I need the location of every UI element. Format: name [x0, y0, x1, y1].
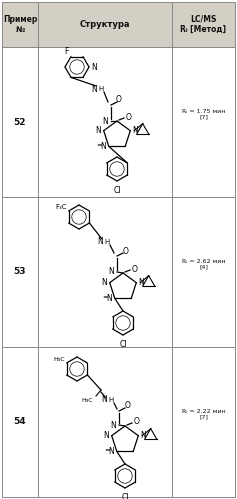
Text: =: = — [104, 447, 110, 453]
Bar — [38, 47, 172, 197]
Text: N: N — [138, 278, 144, 287]
Text: N: N — [100, 142, 106, 151]
Text: N: N — [108, 267, 114, 276]
Text: Cl: Cl — [113, 186, 121, 195]
Text: N: N — [91, 84, 97, 93]
Bar — [172, 47, 235, 197]
Text: O: O — [132, 264, 138, 273]
Text: Cl: Cl — [121, 493, 129, 499]
Text: N: N — [110, 421, 116, 430]
Text: N: N — [106, 294, 112, 303]
Bar — [172, 197, 235, 347]
Text: Rᵢ = 1.75 мин
[7]: Rᵢ = 1.75 мин [7] — [182, 109, 225, 119]
Text: O: O — [126, 112, 132, 121]
Text: Cl: Cl — [119, 340, 127, 349]
Text: Структура: Структура — [80, 20, 130, 29]
Bar — [2, 47, 38, 197]
Text: =: = — [102, 294, 108, 300]
Bar — [2, 197, 38, 347]
Bar — [172, 347, 235, 497]
Text: N: N — [140, 431, 146, 440]
Text: H: H — [104, 239, 110, 245]
Text: 54: 54 — [14, 418, 26, 427]
Text: F: F — [65, 46, 69, 55]
Text: O: O — [116, 95, 122, 104]
Text: H₃C: H₃C — [53, 357, 65, 362]
Text: N: N — [103, 431, 109, 440]
Text: Rᵢ = 2.62 мин
[4]: Rᵢ = 2.62 мин [4] — [182, 258, 225, 269]
Text: Пример
№: Пример № — [3, 15, 37, 34]
Bar — [2, 347, 38, 497]
Text: 52: 52 — [14, 117, 26, 127]
Text: Rᵢ = 2.22 мин
[7]: Rᵢ = 2.22 мин [7] — [182, 409, 225, 419]
Text: N: N — [91, 62, 97, 71]
Bar — [2, 2, 38, 47]
Text: O: O — [125, 402, 131, 411]
Bar — [172, 2, 235, 47]
Bar — [38, 197, 172, 347]
Text: N: N — [101, 278, 107, 287]
Text: N: N — [108, 447, 114, 456]
Bar — [38, 2, 172, 47]
Text: N: N — [95, 126, 101, 135]
Text: H₃C: H₃C — [81, 398, 93, 403]
Bar — [38, 347, 172, 497]
Text: N: N — [97, 238, 103, 247]
Text: H: H — [98, 86, 104, 92]
Text: N: N — [132, 126, 138, 135]
Text: N: N — [102, 116, 108, 126]
Text: H: H — [108, 397, 114, 403]
Text: N: N — [101, 396, 107, 405]
Text: F₃C: F₃C — [55, 204, 67, 210]
Text: 53: 53 — [14, 267, 26, 276]
Text: O: O — [123, 247, 129, 255]
Text: LC/MS
Rᵢ [Метод]: LC/MS Rᵢ [Метод] — [181, 15, 227, 34]
Text: O: O — [134, 418, 140, 427]
Text: =: = — [96, 142, 102, 148]
